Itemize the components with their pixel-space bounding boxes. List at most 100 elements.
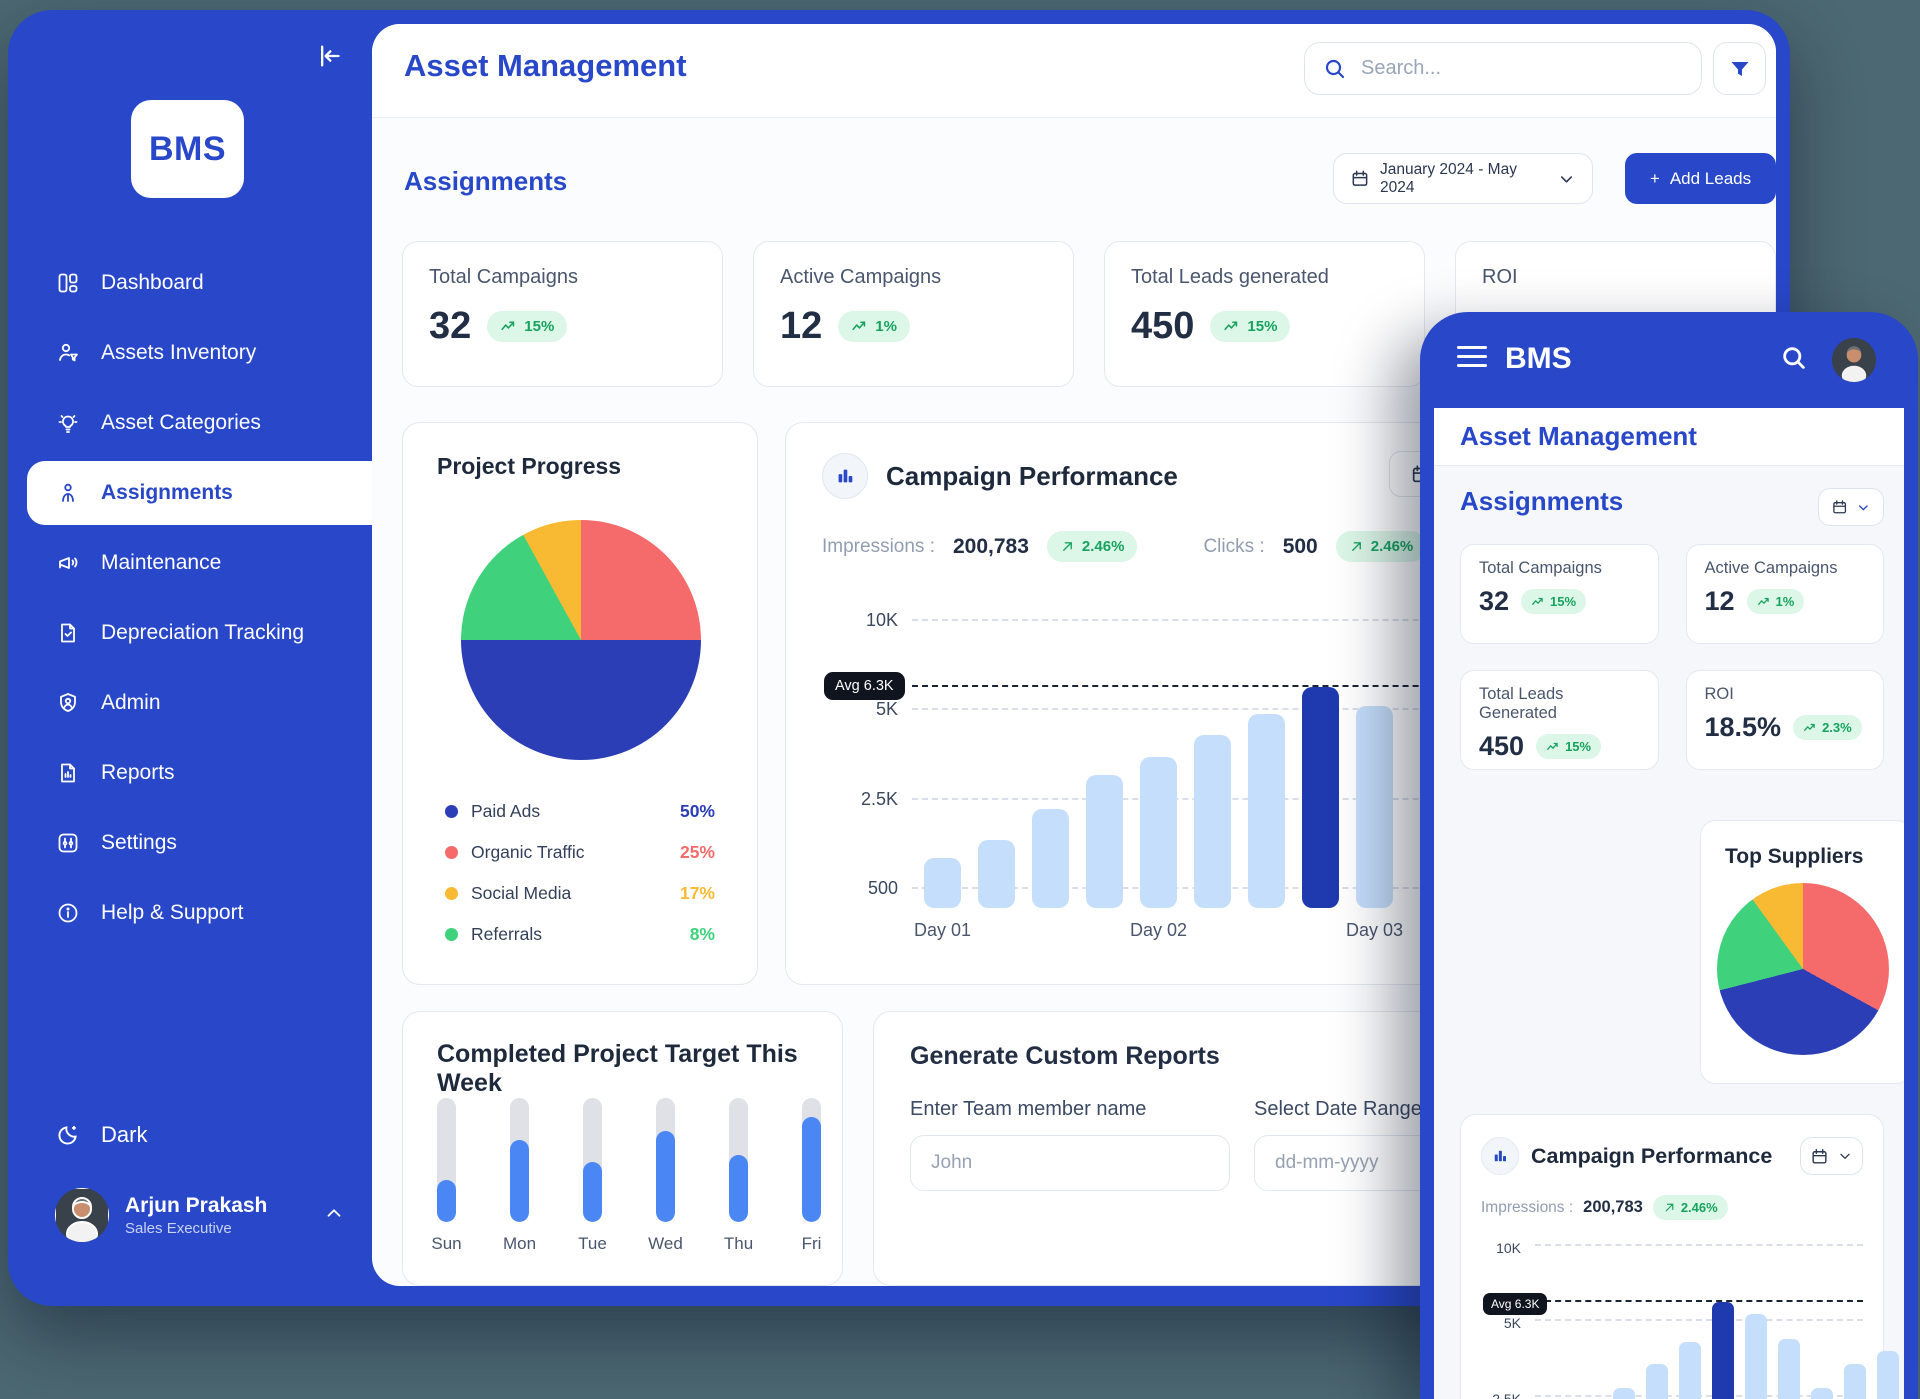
mobile-content: Asset Management Assignments Total Campa… (1434, 408, 1904, 1399)
y-tick-label: 5K (1503, 1315, 1521, 1331)
search-icon (1325, 59, 1345, 78)
day-bar-fill (656, 1131, 675, 1222)
user-profile[interactable]: Arjun Prakash Sales Executive (55, 1188, 345, 1242)
top-suppliers-card: Top Suppliers (1700, 820, 1904, 1084)
weekly-target-chart: Sun Mon Tue Wed Thu Fri (431, 1098, 821, 1253)
sidebar-item-assignments[interactable]: Assignments (27, 461, 372, 525)
chart-bar (1745, 1313, 1767, 1399)
y-tick-label: 2.5K (860, 789, 898, 809)
document-check-icon (55, 620, 81, 646)
day-bar-column: Sun (431, 1098, 462, 1253)
sidebar-item-assets-inventory[interactable]: Assets Inventory (8, 330, 372, 376)
avatar (55, 1188, 109, 1242)
sidebar-item-maintenance[interactable]: Maintenance (8, 540, 372, 586)
sidebar-item-asset-categories[interactable]: Asset Categories (8, 400, 372, 446)
day-bar-column: Mon (503, 1098, 536, 1253)
hamburger-menu-icon[interactable] (1457, 346, 1487, 373)
date-range-select[interactable]: January 2024 - May 2024 (1333, 153, 1593, 204)
search-box (1304, 42, 1702, 95)
mobile-stat-total-leads: Total Leads Generated 450 15% (1460, 670, 1659, 770)
date-range-label: Select Date Range (1254, 1098, 1422, 1120)
chart-bar (1194, 735, 1231, 908)
delta-badge: 2.46% (1046, 531, 1138, 562)
brand-logo-text: BMS (148, 129, 227, 168)
y-tick-label: 10K (1496, 1240, 1521, 1256)
metric-label: Clicks : (1203, 535, 1265, 557)
sidebar-item-label: Maintenance (101, 551, 222, 574)
user-role: Sales Executive (125, 1219, 232, 1237)
dark-mode-toggle[interactable]: Dark (55, 1122, 147, 1148)
project-progress-pie-chart (461, 520, 701, 760)
date-range-value: January 2024 - May 2024 (1379, 160, 1517, 196)
mobile-search-icon[interactable] (1780, 344, 1808, 377)
bar-column (1302, 686, 1339, 908)
assignments-icon (55, 480, 81, 506)
day-bar-fill (583, 1162, 602, 1222)
chart-bar (1140, 756, 1177, 908)
mobile-main: Assignments Total Campaigns 32 15% Activ… (1434, 466, 1904, 1399)
team-member-input[interactable] (910, 1135, 1230, 1191)
mobile-campaign-bar-chart: 10K 5K 2.5K Avg 6.3K (1483, 1240, 1899, 1399)
chart-bar (1877, 1351, 1899, 1399)
chart-bar-highlight (1302, 686, 1339, 908)
add-leads-label: Add Leads (1669, 168, 1752, 188)
page-title: Asset Management (404, 48, 687, 83)
mobile-campaign-title: Campaign Performance (1531, 1143, 1773, 1168)
trend-up-icon (1532, 597, 1543, 605)
sidebar-item-label: Settings (101, 831, 177, 854)
calendar-icon (1352, 170, 1368, 186)
x-axis-label: Day 01 (913, 920, 972, 940)
campaign-metrics: Impressions : 200,783 2.46% Clicks : 500… (822, 531, 1739, 562)
day-bar-column: Fri (802, 1098, 821, 1253)
stat-value: 12 (780, 305, 823, 347)
day-bar-track (802, 1098, 821, 1222)
metric-value: 500 (1282, 534, 1318, 558)
add-leads-button[interactable]: + Add Leads (1625, 153, 1776, 204)
search-input[interactable] (1359, 56, 1683, 81)
x-axis-label: Day 03 (1345, 920, 1404, 940)
stat-value: 450 (1131, 305, 1195, 347)
chevron-down-icon (1560, 175, 1573, 183)
assets-inventory-icon (55, 340, 81, 366)
day-bar-track (510, 1098, 529, 1222)
bar-chart-icon (822, 453, 868, 499)
chart-bar (1613, 1387, 1635, 1399)
delta-badge: 2.46% (1335, 531, 1427, 562)
pie-legend: Paid Ads 50% Organic Traffic 25% Social Me… (445, 791, 715, 955)
day-bar-fill (510, 1140, 529, 1222)
chevron-up-icon (323, 1202, 345, 1229)
bars-row (1547, 1301, 1899, 1399)
sidebar: BMS Dashboard Assets Inventory Asset Cat… (8, 10, 372, 1306)
mobile-date-button[interactable] (1818, 488, 1884, 526)
delta-badge: 15% (1210, 311, 1291, 342)
mobile-avatar[interactable] (1832, 338, 1876, 382)
section-title: Assignments (404, 166, 568, 196)
trend-up-icon (1804, 723, 1815, 731)
brand-logo: BMS (131, 100, 244, 198)
sidebar-item-admin[interactable]: Admin (8, 680, 372, 726)
filter-button[interactable] (1713, 42, 1766, 95)
sidebar-item-label: Assets Inventory (101, 341, 257, 364)
sidebar-item-settings[interactable]: Settings (8, 820, 372, 866)
sidebar-item-reports[interactable]: Reports (8, 750, 372, 796)
sidebar-item-depreciation-tracking[interactable]: Depreciation Tracking (8, 610, 372, 656)
top-suppliers-title: Top Suppliers (1725, 845, 1864, 868)
y-tick-label: 500 (867, 878, 898, 898)
day-label: Wed (648, 1234, 683, 1253)
legend-item: Referrals 8% (445, 914, 715, 955)
mobile-header: BMS (1420, 312, 1918, 408)
arrow-up-right-icon (1665, 1203, 1674, 1212)
stat-card-total-leads: Total Leads generated 450 15% (1104, 241, 1425, 387)
chart-bar (1032, 808, 1069, 908)
day-label: Thu (723, 1234, 754, 1253)
mobile-campaign-calendar-button[interactable] (1800, 1137, 1863, 1175)
bar-column (1712, 1301, 1734, 1399)
chart-bar (1844, 1363, 1866, 1399)
bar-column (1778, 1339, 1800, 1399)
chart-bar (1646, 1363, 1668, 1399)
mobile-page-title-band: Asset Management (1434, 408, 1904, 466)
sidebar-item-label: Admin (101, 691, 161, 714)
sidebar-collapse-button[interactable] (310, 38, 346, 74)
sidebar-item-help-support[interactable]: Help & Support (8, 890, 372, 936)
sidebar-item-dashboard[interactable]: Dashboard (8, 260, 372, 306)
